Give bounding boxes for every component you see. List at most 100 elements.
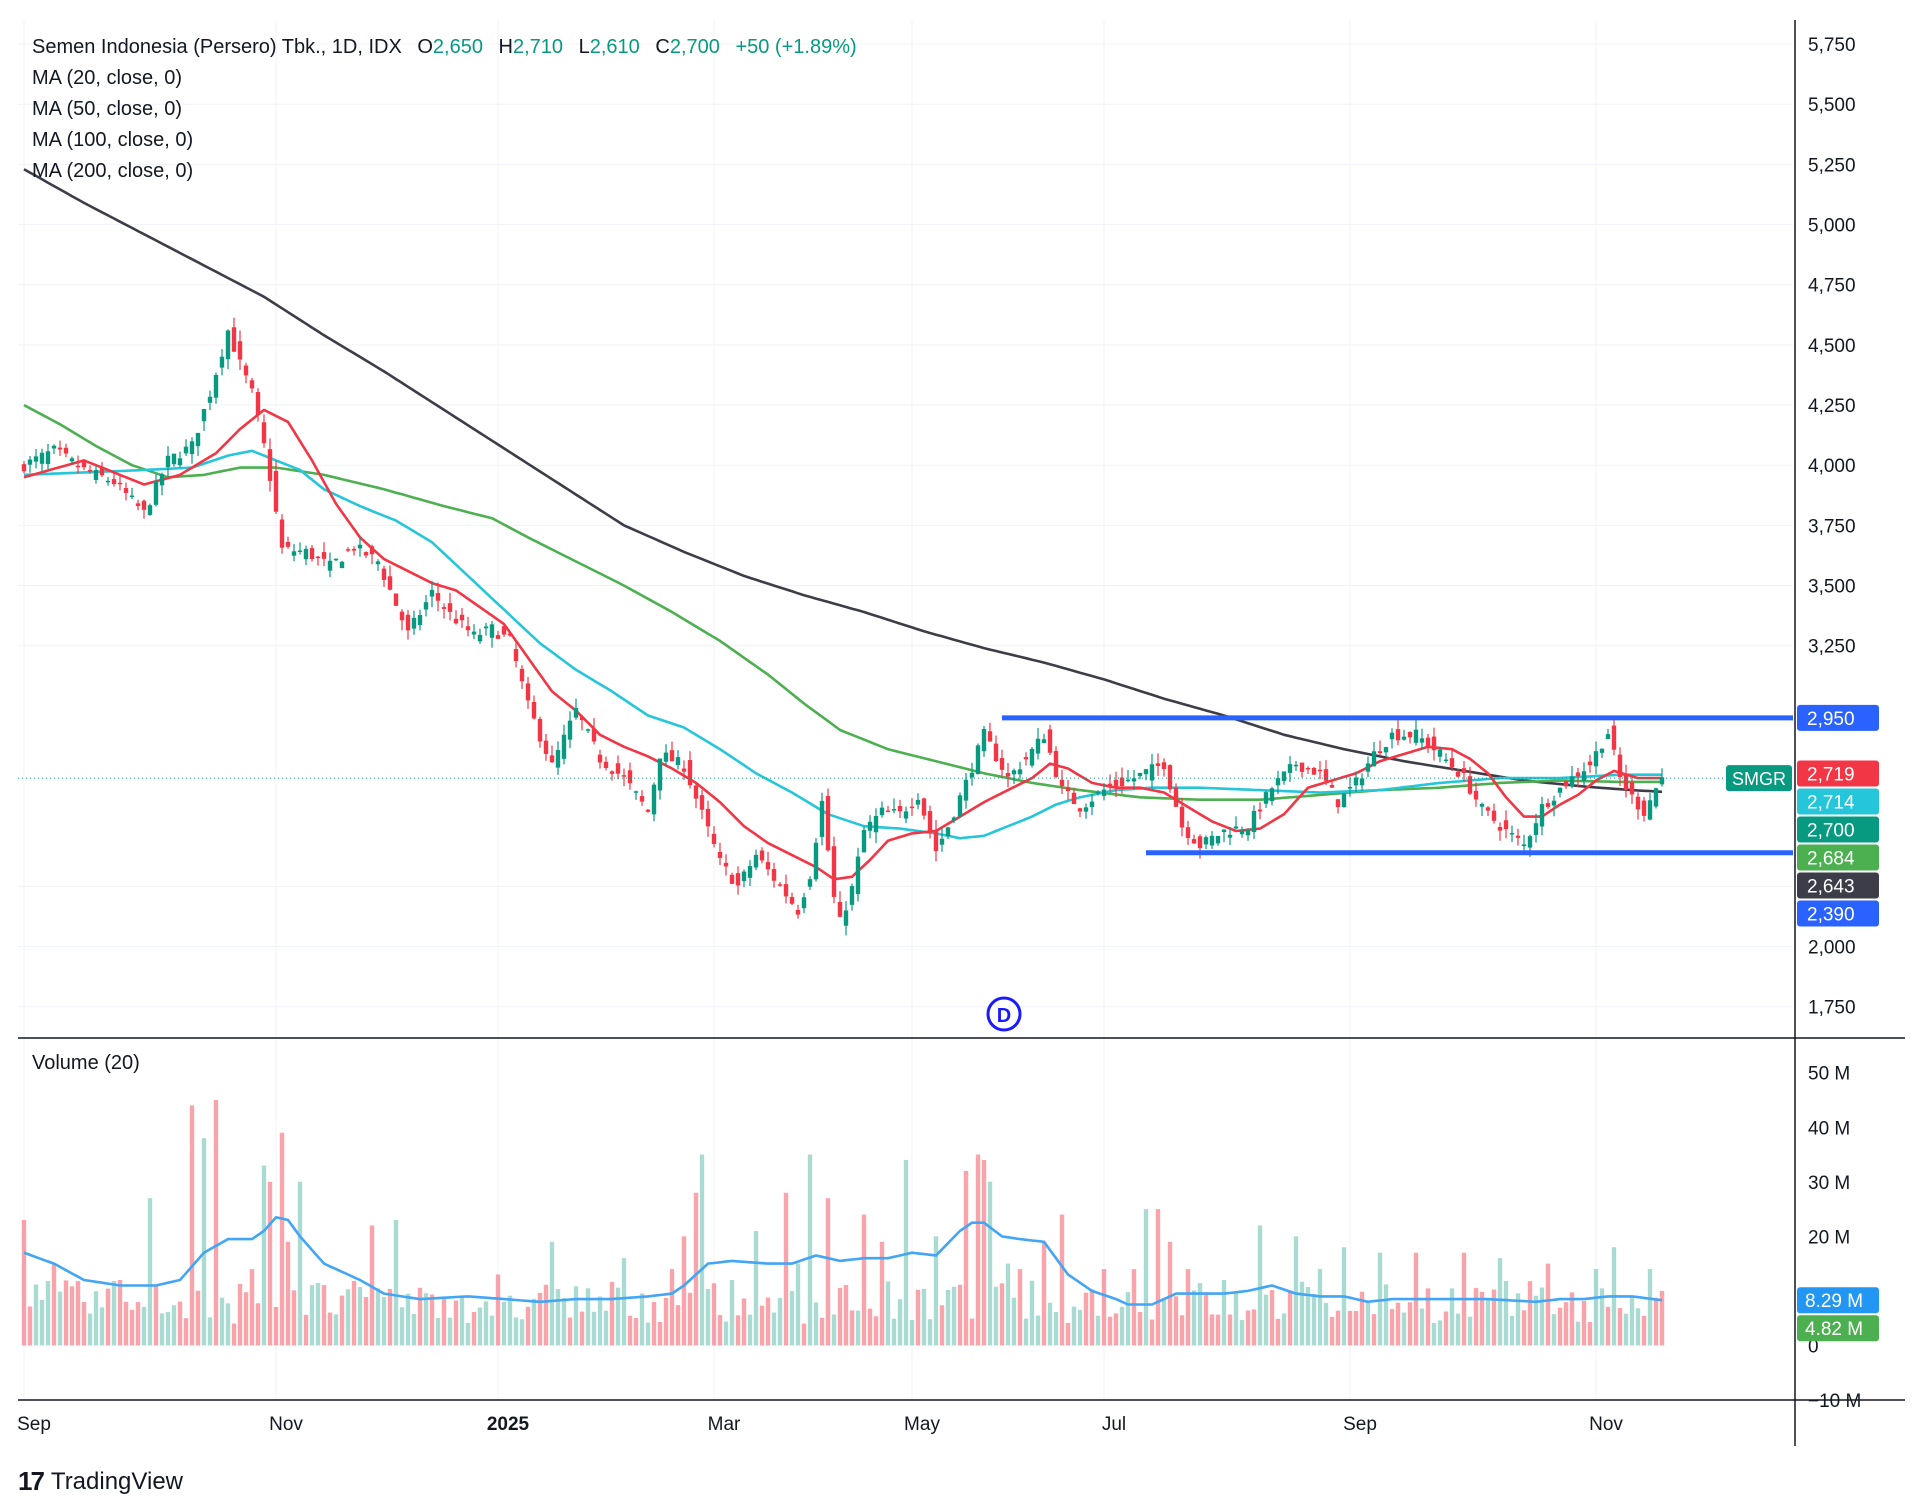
candle-body — [1203, 837, 1209, 845]
volume-bar — [1467, 1316, 1473, 1346]
candle-body — [381, 568, 387, 580]
candle-body — [1017, 769, 1023, 775]
brand-footer[interactable]: 17 TradingView — [18, 1466, 183, 1497]
volume-bar — [1143, 1209, 1149, 1346]
moving-average-lines — [23, 168, 1663, 881]
volume-tick-label: 0 — [1808, 1336, 1819, 1357]
volume-bar — [267, 1181, 273, 1346]
volume-bar — [657, 1321, 663, 1346]
candle-body — [1593, 751, 1599, 767]
candle-body — [681, 768, 687, 772]
price-badge-label: 2,643 — [1807, 877, 1855, 898]
volume-bar — [465, 1322, 471, 1346]
volume-bar — [1071, 1306, 1077, 1346]
volume-bar — [411, 1313, 417, 1346]
volume-bar — [849, 1310, 855, 1346]
candle-body — [561, 734, 567, 759]
price-axis[interactable]: 5,750 5,500 5,250 5,000 4,750 4,500 4,250 4,000… — [1808, 35, 1856, 1019]
volume-bar — [969, 1318, 975, 1346]
volume-bar — [345, 1289, 351, 1346]
candle-body — [969, 772, 975, 778]
volume-axis[interactable]: 50 M 40 M 30 M 20 M 0 −10 M — [1808, 1064, 1861, 1412]
time-tick-label: Nov — [1589, 1414, 1623, 1435]
candle-body — [867, 821, 873, 831]
candle-body — [399, 611, 405, 621]
volume-bar — [429, 1294, 435, 1346]
price-badges: 2,950 2,719 2,714 2,700 2,684 2,643 2,390 SMGR 8… — [1726, 704, 1879, 1342]
candle-body — [1395, 729, 1401, 741]
volume-tick-label: 50 M — [1808, 1064, 1850, 1085]
volume-bar — [927, 1319, 933, 1346]
volume-bar — [1197, 1283, 1203, 1346]
volume-bar — [585, 1288, 591, 1346]
candle-body — [435, 592, 441, 601]
volume-bar — [321, 1285, 327, 1346]
volume-bar — [1449, 1288, 1455, 1346]
candle-body — [1467, 776, 1473, 794]
symbol-badge — [1726, 765, 1792, 792]
candle-body — [579, 716, 585, 721]
volume-bar — [57, 1291, 63, 1346]
symbol-title[interactable]: Semen Indonesia (Persero) Tbk., 1D, IDX — [32, 36, 402, 58]
dividend-marker[interactable]: D — [986, 996, 1022, 1032]
volume-bar — [1215, 1314, 1221, 1346]
candle-body — [345, 549, 351, 551]
grid-lines — [18, 20, 1793, 1400]
volume-bar — [333, 1314, 339, 1346]
volume-bar — [21, 1220, 27, 1346]
volume-bar — [1125, 1292, 1131, 1346]
candle-body — [1047, 729, 1053, 753]
candle-body — [1119, 777, 1125, 787]
candle-body — [1209, 835, 1215, 846]
volume-bar — [1233, 1293, 1239, 1346]
candle-body — [885, 810, 891, 813]
candle-body — [1599, 748, 1605, 753]
candle-body — [1317, 769, 1323, 772]
legend-ma50[interactable]: MA (50, close, 0) — [32, 98, 183, 120]
candle-body — [1335, 799, 1341, 808]
volume-bar — [237, 1283, 243, 1346]
time-tick-label: Jul — [1102, 1414, 1126, 1435]
candle-body — [405, 614, 411, 631]
candle-body — [1101, 789, 1107, 796]
legend-ma20[interactable]: MA (20, close, 0) — [32, 67, 183, 89]
price-tick-label: 1,750 — [1808, 998, 1856, 1019]
candle-body — [735, 873, 741, 886]
volume-bar — [1371, 1314, 1377, 1346]
volume-bar — [1101, 1269, 1107, 1346]
volume-bar — [831, 1314, 837, 1346]
candle-body — [63, 447, 69, 454]
volume-bar — [1401, 1312, 1407, 1346]
candle-body — [411, 617, 417, 629]
candle-body — [1191, 839, 1197, 844]
legend-ma100[interactable]: MA (100, close, 0) — [32, 129, 194, 151]
candle-body — [1023, 757, 1029, 760]
range-lines[interactable] — [18, 715, 1793, 856]
candle-body — [711, 833, 717, 844]
volume-bar — [705, 1288, 711, 1346]
legend-ma200[interactable]: MA (200, close, 0) — [32, 160, 194, 182]
volume-bar — [687, 1292, 693, 1346]
volume-bar — [1167, 1241, 1173, 1346]
volume-bar — [1515, 1293, 1521, 1346]
candle-body — [573, 707, 579, 718]
candle-body — [585, 729, 591, 731]
candle-body — [189, 441, 195, 455]
volume-bar — [81, 1302, 87, 1346]
candle-body — [1197, 836, 1203, 849]
volume-bar — [387, 1288, 393, 1346]
candle-body — [105, 480, 111, 483]
volume-bar — [1653, 1297, 1659, 1346]
volume-bar — [33, 1284, 39, 1346]
time-axis[interactable]: Sep Nov 2025 Mar May Jul Sep Nov — [17, 1414, 1623, 1435]
volume-bar — [1131, 1269, 1137, 1346]
volume-bar — [165, 1312, 171, 1346]
volume-bar — [543, 1284, 549, 1346]
candle-body — [957, 795, 963, 817]
volume-bar — [1251, 1309, 1257, 1346]
volume-bar — [837, 1287, 843, 1346]
volume-legend[interactable]: Volume (20) — [32, 1052, 140, 1074]
dividend-marker-circle[interactable] — [986, 996, 1022, 1032]
candle-body — [741, 871, 747, 882]
